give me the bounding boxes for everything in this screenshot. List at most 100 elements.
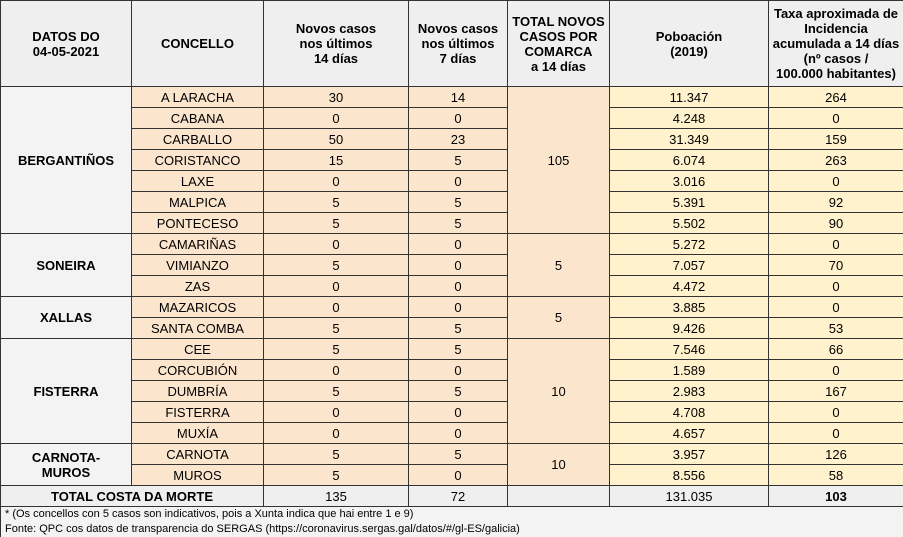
cases-7-days: 0 <box>408 296 508 318</box>
comarca-total: 10 <box>507 338 610 444</box>
table-row: ZAS 0 0 4.472 0 <box>1 275 903 297</box>
footnote-row: * (Os concellos con 5 casos son indicati… <box>0 506 903 537</box>
table-row: FISTERRA CEE 5 5 10 7.546 66 <box>0 338 903 444</box>
cases-14-days: 0 <box>263 359 409 381</box>
population: 4.708 <box>609 401 769 423</box>
header-date: DATOS DO 04-05-2021 <box>0 0 132 87</box>
header-comarca-total: TOTAL NOVOS CASOS POR COMARCA a 14 días <box>507 0 610 87</box>
cases-14-days: 0 <box>263 422 409 444</box>
table-row: CORISTANCO 15 5 6.074 263 <box>1 149 903 171</box>
cases-7-days: 0 <box>408 170 508 192</box>
population: 4.472 <box>609 275 769 297</box>
table-row: SANTA COMBA 5 5 9.426 53 <box>1 317 903 339</box>
incidence-rate: 0 <box>768 170 903 192</box>
concello-name: MUXÍA <box>131 422 264 444</box>
population: 3.885 <box>609 296 769 318</box>
incidence-rate: 92 <box>768 191 903 213</box>
concello-name: CARBALLO <box>131 128 264 150</box>
total-label: TOTAL COSTA DA MORTE <box>0 485 264 507</box>
cases-14-days: 50 <box>263 128 409 150</box>
table-row: MUXÍA 0 0 4.657 0 <box>1 422 903 444</box>
incidence-rate: 0 <box>768 422 903 444</box>
cases-7-days: 0 <box>408 359 508 381</box>
population: 3.016 <box>609 170 769 192</box>
header-incidence-rate: Taxa aproximada de Incidencia acumulada … <box>768 0 903 87</box>
cases-14-days: 5 <box>263 212 409 234</box>
table-row: MUROS 5 0 8.556 58 <box>1 464 903 486</box>
concello-name: FISTERRA <box>131 401 264 423</box>
population: 5.502 <box>609 212 769 234</box>
concello-name: CORCUBIÓN <box>131 359 264 381</box>
total-comarca <box>507 485 610 507</box>
cases-14-days: 5 <box>263 464 409 486</box>
table-row: SONEIRA CAMARIÑAS 0 0 5 5.272 0 <box>0 233 903 297</box>
cases-7-days: 5 <box>408 380 508 402</box>
concello-name: CORISTANCO <box>131 149 264 171</box>
population: 5.272 <box>609 233 769 255</box>
cases-7-days: 0 <box>408 422 508 444</box>
total-cases-7: 72 <box>408 485 508 507</box>
incidence-rate: 0 <box>768 296 903 318</box>
population: 8.556 <box>609 464 769 486</box>
population: 11.347 <box>609 86 769 108</box>
cases-7-days: 0 <box>408 275 508 297</box>
table-row: PONTECESO 5 5 5.502 90 <box>1 212 903 234</box>
cases-7-days: 0 <box>408 233 508 255</box>
header-cases-7: Novos casos nos últimos 7 días <box>408 0 508 87</box>
incidence-rate: 53 <box>768 317 903 339</box>
cases-14-days: 5 <box>263 254 409 276</box>
population: 4.248 <box>609 107 769 129</box>
table-row: LAXE 0 0 3.016 0 <box>1 170 903 192</box>
incidence-rate: 0 <box>768 275 903 297</box>
cases-7-days: 5 <box>408 317 508 339</box>
concello-name: A LARACHA <box>131 86 264 108</box>
cases-7-days: 5 <box>408 443 508 465</box>
incidence-rate: 0 <box>768 107 903 129</box>
concello-name: MUROS <box>131 464 264 486</box>
incidence-rate: 159 <box>768 128 903 150</box>
comarca-name: FISTERRA <box>0 338 132 444</box>
concello-name: MAZARICOS <box>131 296 264 318</box>
table-row: FISTERRA 0 0 4.708 0 <box>1 401 903 423</box>
incidence-rate: 0 <box>768 359 903 381</box>
cases-14-days: 0 <box>263 275 409 297</box>
cases-14-days: 0 <box>263 233 409 255</box>
cases-14-days: 5 <box>263 443 409 465</box>
cases-7-days: 0 <box>408 254 508 276</box>
incidence-rate: 58 <box>768 464 903 486</box>
population: 31.349 <box>609 128 769 150</box>
total-rate: 103 <box>768 485 903 507</box>
table-row: VIMIANZO 5 0 7.057 70 <box>1 254 903 276</box>
header-population: Poboación (2019) <box>609 0 769 87</box>
table-row: MALPICA 5 5 5.391 92 <box>1 191 903 213</box>
population: 2.983 <box>609 380 769 402</box>
cases-7-days: 5 <box>408 191 508 213</box>
total-cases-14: 135 <box>263 485 409 507</box>
population: 1.589 <box>609 359 769 381</box>
population: 3.957 <box>609 443 769 465</box>
incidence-rate: 263 <box>768 149 903 171</box>
population: 9.426 <box>609 317 769 339</box>
table-row: CARBALLO 50 23 31.349 159 <box>1 128 903 150</box>
comarca-total: 5 <box>507 233 610 297</box>
table-row: XALLAS MAZARICOS 0 0 5 3.885 0 <box>0 296 903 339</box>
incidence-rate: 90 <box>768 212 903 234</box>
cases-14-days: 0 <box>263 296 409 318</box>
concello-name: CABANA <box>131 107 264 129</box>
cases-14-days: 0 <box>263 170 409 192</box>
population: 7.546 <box>609 338 769 360</box>
concello-name: PONTECESO <box>131 212 264 234</box>
cases-7-days: 5 <box>408 212 508 234</box>
table-row: DUMBRÍA 5 5 2.983 167 <box>1 380 903 402</box>
table-row: CORCUBIÓN 0 0 1.589 0 <box>1 359 903 381</box>
footnote-1: * (Os concellos con 5 casos son indicati… <box>5 508 414 520</box>
concello-name: CAMARIÑAS <box>131 233 264 255</box>
cases-14-days: 0 <box>263 107 409 129</box>
comarca-total: 105 <box>507 86 610 234</box>
table-row: CABANA 0 0 4.248 0 <box>1 107 903 129</box>
concello-name: VIMIANZO <box>131 254 264 276</box>
total-population: 131.035 <box>609 485 769 507</box>
cases-14-days: 0 <box>263 401 409 423</box>
total-row: TOTAL COSTA DA MORTE 135 72 131.035 103 <box>0 485 903 507</box>
